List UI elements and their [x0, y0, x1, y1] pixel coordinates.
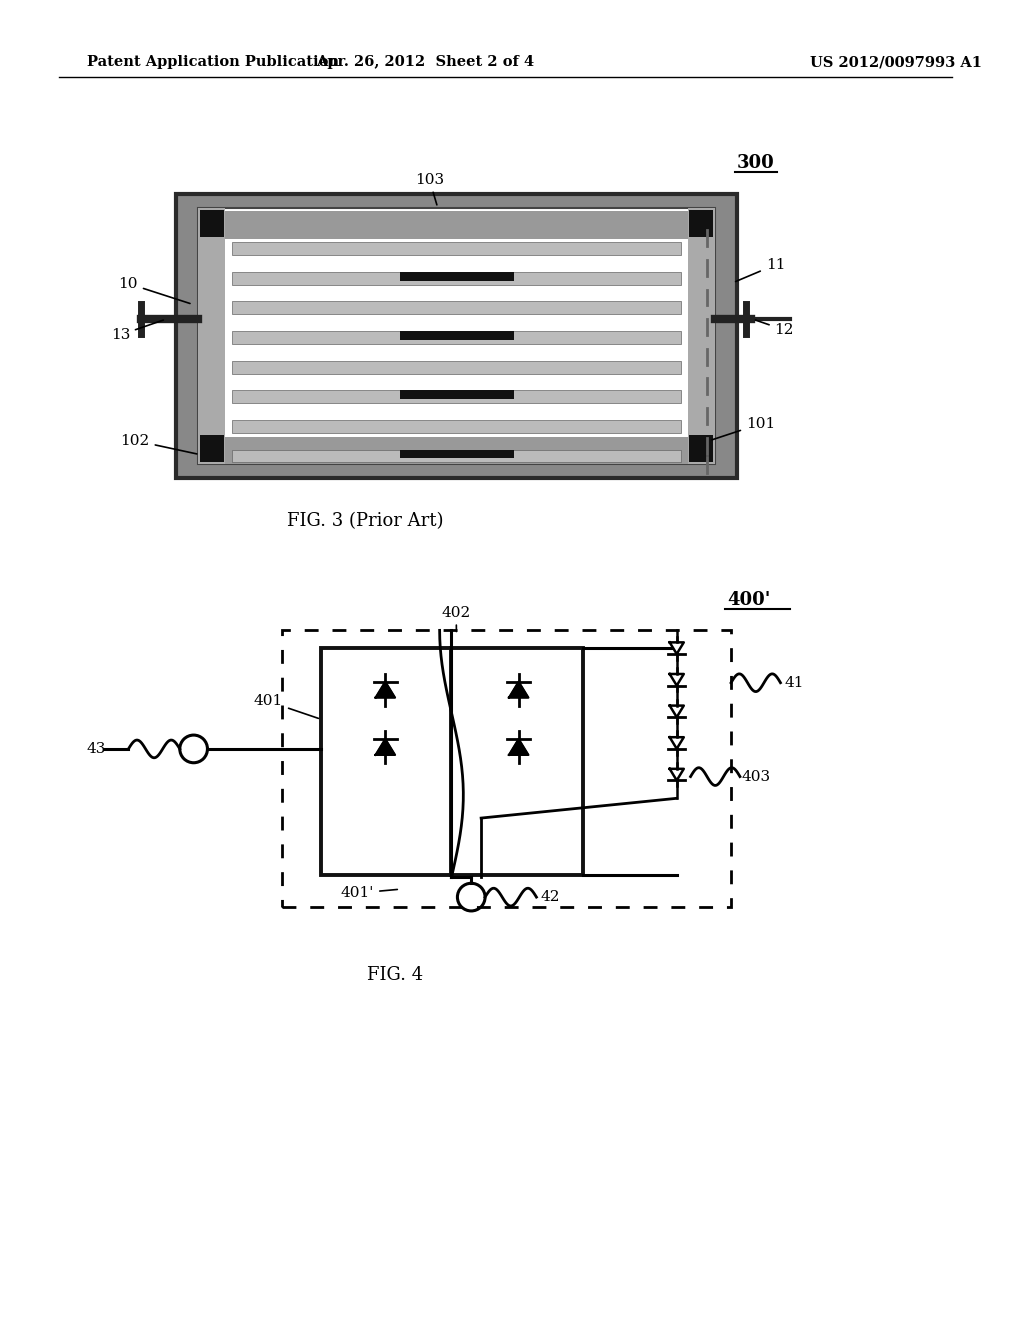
Polygon shape [509, 739, 528, 755]
Polygon shape [670, 675, 684, 685]
Bar [232, 301, 681, 314]
Bar [322, 648, 583, 875]
Text: 101: 101 [712, 417, 775, 440]
Bar [232, 450, 681, 462]
Bar [232, 272, 681, 285]
Text: 41: 41 [784, 676, 804, 690]
Bar [400, 331, 514, 341]
Polygon shape [509, 681, 528, 698]
Bar [282, 631, 731, 907]
Bar [687, 207, 715, 465]
Bar [198, 211, 715, 239]
Bar [400, 391, 514, 399]
Polygon shape [376, 739, 395, 755]
Bar [400, 450, 514, 458]
Text: 103: 103 [415, 173, 444, 205]
Bar [198, 207, 715, 465]
Polygon shape [670, 643, 684, 653]
Bar [688, 434, 714, 462]
Text: 43: 43 [87, 742, 106, 756]
Bar [200, 434, 224, 462]
Bar [176, 194, 737, 478]
Text: FIG. 4: FIG. 4 [368, 966, 423, 985]
Text: FIG. 3 (Prior Art): FIG. 3 (Prior Art) [288, 512, 443, 529]
Polygon shape [670, 768, 684, 780]
Polygon shape [670, 706, 684, 717]
Text: 102: 102 [121, 434, 197, 454]
Polygon shape [376, 681, 395, 698]
Bar [198, 437, 715, 465]
Bar [232, 420, 681, 433]
Text: 403: 403 [742, 770, 771, 784]
Bar [200, 210, 224, 238]
Text: 401: 401 [254, 694, 318, 718]
Text: US 2012/0097993 A1: US 2012/0097993 A1 [810, 55, 982, 70]
Bar [198, 207, 225, 465]
Text: Patent Application Publication: Patent Application Publication [87, 55, 339, 70]
Polygon shape [670, 737, 684, 748]
Bar [232, 391, 681, 403]
Text: 10: 10 [119, 277, 190, 304]
Text: 401': 401' [341, 886, 397, 900]
Text: 400': 400' [727, 591, 770, 609]
Text: 12: 12 [756, 319, 794, 337]
Text: 11: 11 [735, 257, 785, 281]
Bar [400, 272, 514, 281]
Bar [688, 210, 714, 238]
Bar [232, 360, 681, 374]
Text: 13: 13 [111, 319, 164, 342]
Bar [232, 242, 681, 255]
Text: Apr. 26, 2012  Sheet 2 of 4: Apr. 26, 2012 Sheet 2 of 4 [315, 55, 534, 70]
Text: 42: 42 [541, 890, 560, 904]
Bar [232, 331, 681, 345]
Text: 402: 402 [441, 606, 471, 631]
Text: 300: 300 [737, 154, 775, 172]
